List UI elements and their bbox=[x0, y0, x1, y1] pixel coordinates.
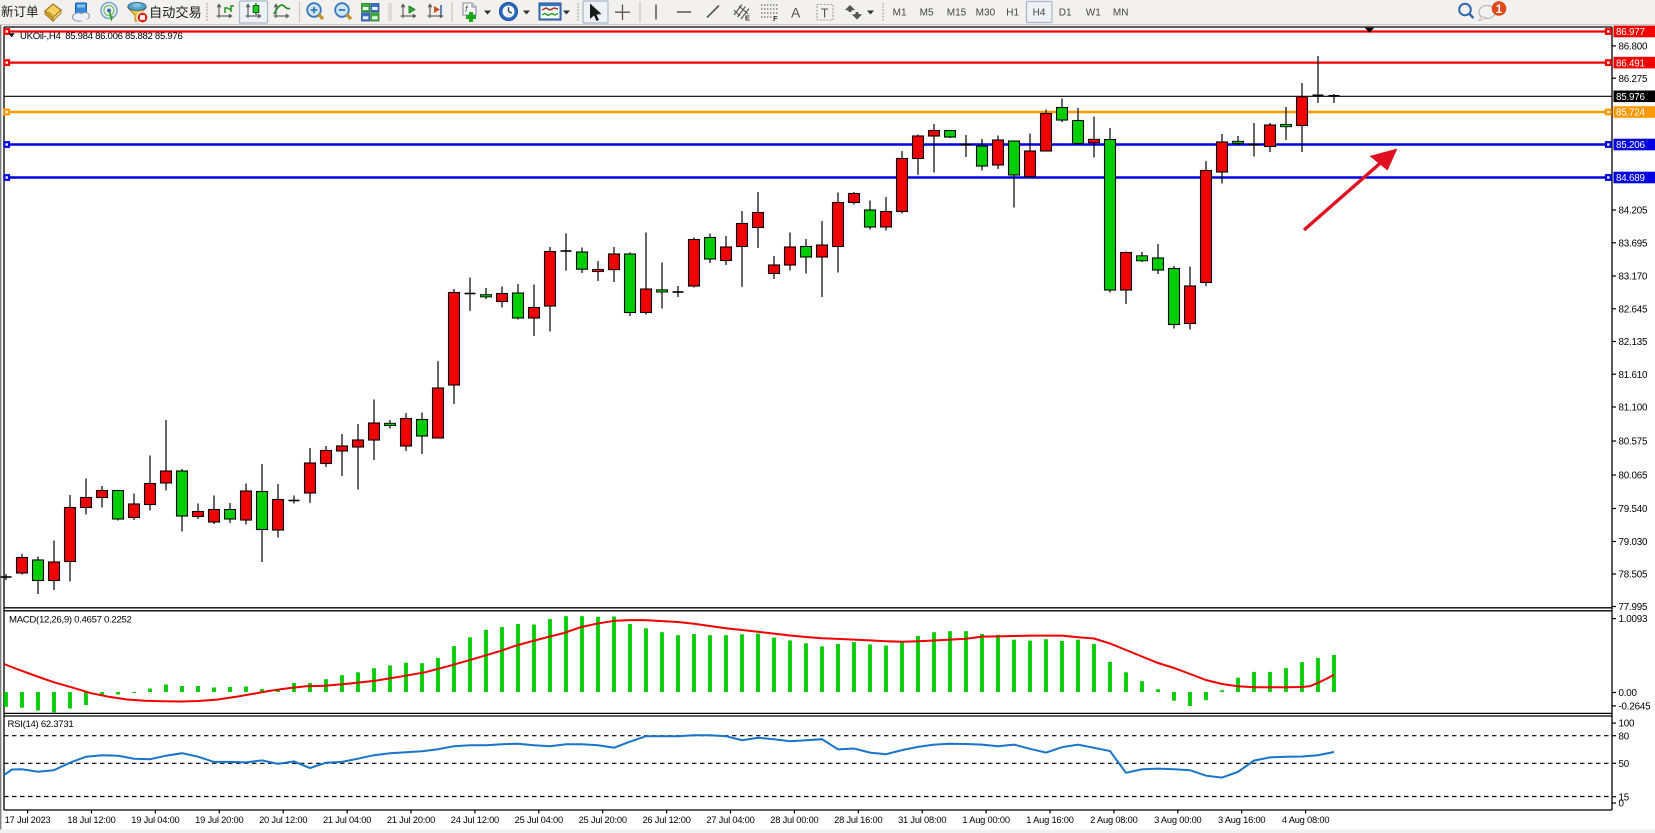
svg-text:25 Jul 20:00: 25 Jul 20:00 bbox=[579, 815, 627, 825]
svg-text:86.491: 86.491 bbox=[1616, 58, 1645, 69]
svg-text:100: 100 bbox=[1619, 719, 1635, 730]
svg-text:M5: M5 bbox=[920, 8, 934, 19]
svg-text:31 Jul 08:00: 31 Jul 08:00 bbox=[898, 815, 946, 825]
svg-text:0: 0 bbox=[1619, 799, 1625, 810]
svg-text:19 Jul 20:00: 19 Jul 20:00 bbox=[195, 815, 243, 825]
svg-text:86.800: 86.800 bbox=[1619, 42, 1649, 53]
svg-text:25 Jul 04:00: 25 Jul 04:00 bbox=[515, 815, 563, 825]
svg-text:24 Jul 12:00: 24 Jul 12:00 bbox=[451, 815, 499, 825]
svg-text:H1: H1 bbox=[1006, 8, 1019, 19]
svg-text:28 Jul 16:00: 28 Jul 16:00 bbox=[834, 815, 882, 825]
svg-text:M30: M30 bbox=[976, 8, 996, 19]
svg-text:84.689: 84.689 bbox=[1616, 173, 1645, 184]
svg-text:1 Aug 16:00: 1 Aug 16:00 bbox=[1026, 815, 1073, 825]
svg-text:MACD(12,26,9) 0.4657 0.2252: MACD(12,26,9) 0.4657 0.2252 bbox=[9, 615, 132, 626]
svg-text:3 Aug 16:00: 3 Aug 16:00 bbox=[1218, 815, 1265, 825]
svg-text:81.610: 81.610 bbox=[1619, 370, 1649, 381]
svg-text:17 Jul 2023: 17 Jul 2023 bbox=[5, 815, 51, 825]
svg-text:D1: D1 bbox=[1059, 8, 1072, 19]
svg-text:15: 15 bbox=[1619, 792, 1630, 803]
svg-text:1: 1 bbox=[1496, 2, 1503, 16]
svg-text:A: A bbox=[791, 5, 801, 21]
svg-text:81.100: 81.100 bbox=[1619, 403, 1649, 414]
svg-text:H4: H4 bbox=[1033, 8, 1046, 19]
svg-text:82.645: 82.645 bbox=[1619, 304, 1649, 315]
svg-text:86.977: 86.977 bbox=[1616, 27, 1645, 38]
svg-text:21 Jul 20:00: 21 Jul 20:00 bbox=[387, 815, 435, 825]
svg-text:自动交易: 自动交易 bbox=[149, 4, 202, 20]
svg-text:19 Jul 04:00: 19 Jul 04:00 bbox=[131, 815, 179, 825]
svg-text:UKOil-,H4 85.984 86.006 85.88: UKOil-,H4 85.984 86.006 85.882 85.976 bbox=[20, 31, 182, 42]
svg-text:27 Jul 04:00: 27 Jul 04:00 bbox=[706, 815, 754, 825]
svg-text:80.575: 80.575 bbox=[1619, 437, 1649, 448]
svg-text:83.695: 83.695 bbox=[1619, 238, 1649, 249]
svg-text:21 Jul 04:00: 21 Jul 04:00 bbox=[323, 815, 371, 825]
svg-text:50: 50 bbox=[1619, 759, 1630, 770]
svg-text:18 Jul 12:00: 18 Jul 12:00 bbox=[67, 815, 115, 825]
svg-text:20 Jul 12:00: 20 Jul 12:00 bbox=[259, 815, 307, 825]
svg-text:84.205: 84.205 bbox=[1619, 206, 1649, 217]
svg-text:83.170: 83.170 bbox=[1619, 272, 1649, 283]
svg-text:77.995: 77.995 bbox=[1619, 602, 1649, 613]
svg-text:M1: M1 bbox=[893, 8, 907, 19]
svg-text:85.976: 85.976 bbox=[1616, 92, 1646, 103]
svg-text:RSI(14) 62.3731: RSI(14) 62.3731 bbox=[8, 719, 74, 730]
svg-text:MN: MN bbox=[1113, 8, 1129, 19]
svg-text:3 Aug 00:00: 3 Aug 00:00 bbox=[1154, 815, 1201, 825]
svg-text:T: T bbox=[821, 7, 829, 21]
svg-text:85.206: 85.206 bbox=[1616, 140, 1646, 151]
svg-text:80.065: 80.065 bbox=[1619, 471, 1649, 482]
svg-text:4 Aug 08:00: 4 Aug 08:00 bbox=[1282, 815, 1329, 825]
svg-text:0.00: 0.00 bbox=[1619, 688, 1638, 699]
svg-text:2 Aug 08:00: 2 Aug 08:00 bbox=[1090, 815, 1137, 825]
svg-text:1 Aug 00:00: 1 Aug 00:00 bbox=[962, 815, 1009, 825]
svg-text:80: 80 bbox=[1619, 731, 1630, 742]
svg-text:新订单: 新订单 bbox=[1, 4, 39, 19]
svg-text:F: F bbox=[773, 14, 778, 23]
svg-text:1.0093: 1.0093 bbox=[1619, 614, 1649, 625]
svg-text:82.135: 82.135 bbox=[1619, 337, 1649, 348]
svg-text:M15: M15 bbox=[947, 8, 967, 19]
svg-text:E: E bbox=[745, 14, 750, 23]
svg-text:-0.2645: -0.2645 bbox=[1619, 702, 1652, 713]
svg-text:79.030: 79.030 bbox=[1619, 537, 1649, 548]
svg-text:26 Jul 12:00: 26 Jul 12:00 bbox=[642, 815, 690, 825]
svg-text:28 Jul 00:00: 28 Jul 00:00 bbox=[770, 815, 818, 825]
svg-text:85.724: 85.724 bbox=[1616, 108, 1646, 119]
svg-text:f: f bbox=[465, 4, 469, 14]
svg-text:86.275: 86.275 bbox=[1619, 74, 1649, 85]
svg-text:79.540: 79.540 bbox=[1619, 504, 1649, 515]
svg-text:W1: W1 bbox=[1086, 8, 1101, 19]
svg-text:78.505: 78.505 bbox=[1619, 570, 1649, 581]
